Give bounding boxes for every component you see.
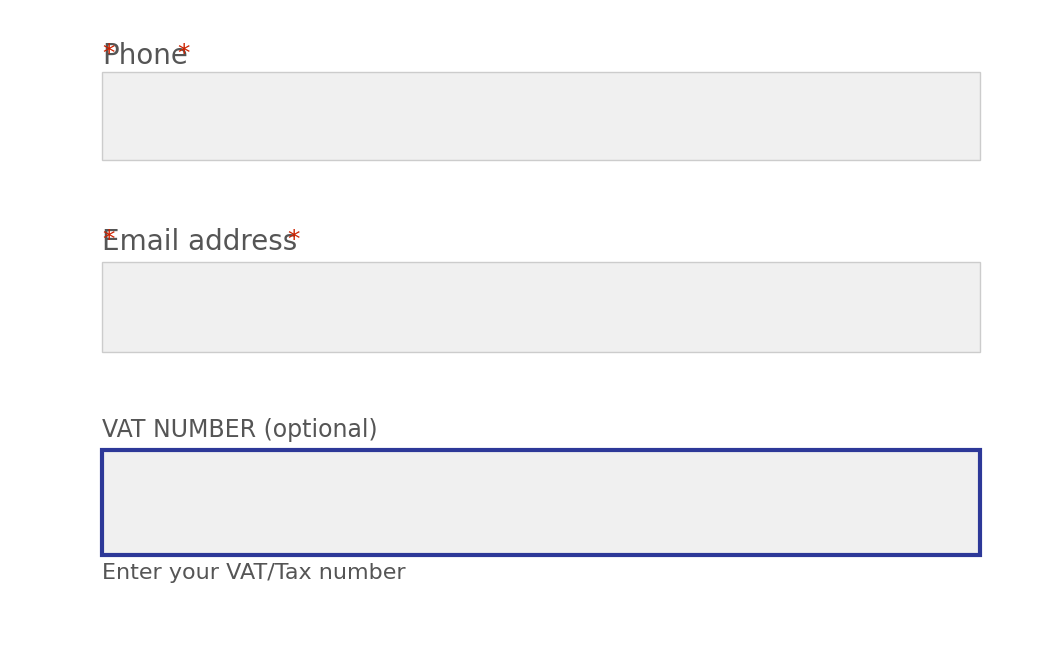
Text: *: * — [177, 42, 190, 66]
Bar — [102, 72, 979, 160]
Bar — [102, 450, 979, 555]
Text: Enter your VAT/Tax number: Enter your VAT/Tax number — [102, 563, 405, 583]
Text: VAT NUMBER (optional): VAT NUMBER (optional) — [102, 418, 377, 442]
Text: Email address: Email address — [102, 228, 297, 256]
Text: *: * — [102, 228, 115, 252]
Text: *: * — [287, 228, 299, 252]
Text: *: * — [102, 42, 115, 66]
Text: Phone: Phone — [102, 42, 188, 70]
Bar — [102, 262, 979, 352]
